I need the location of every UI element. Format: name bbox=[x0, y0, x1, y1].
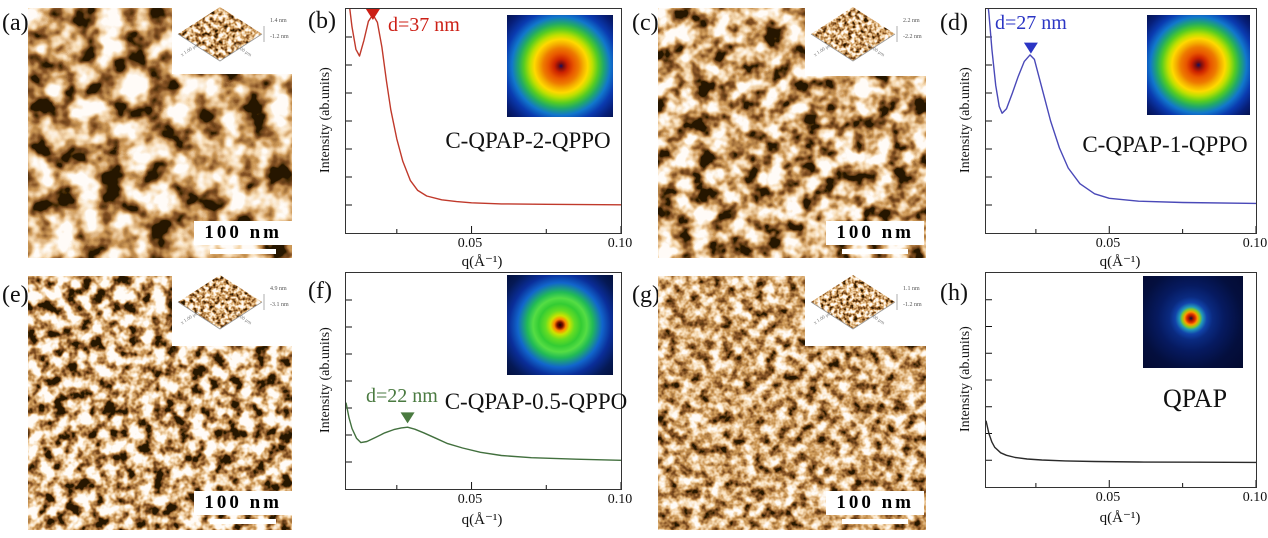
x-axis-label: q(Å⁻¹) bbox=[461, 512, 503, 528]
inset-zmin-label: -2.2 nm bbox=[903, 34, 922, 40]
saxs-curve-d bbox=[986, 9, 1256, 233]
afm-3d-inset-c: 2.2 nm -2.2 nm x 1.00 μm x 1.00 μm bbox=[805, 0, 939, 76]
scalebar-label: 100 nm bbox=[826, 221, 924, 245]
scalebar-bar bbox=[210, 249, 277, 254]
sample-name-label: QPAP bbox=[1162, 384, 1228, 413]
peak-annotation: d=22 nm bbox=[366, 385, 438, 407]
peak-annotation: d=27 nm bbox=[995, 12, 1067, 34]
x-tick-label: 0.05 bbox=[457, 492, 483, 507]
x-tick-label: 0.05 bbox=[457, 236, 483, 251]
panel-label-f: (f) bbox=[308, 278, 332, 304]
inset-zmin-label: -1.2 nm bbox=[903, 302, 922, 308]
panel-label-d: (d) bbox=[940, 10, 968, 36]
scalebar-a: 100 nm bbox=[194, 221, 292, 254]
x-tick-label: 0.10 bbox=[607, 492, 633, 507]
afm-3d-view-icon bbox=[177, 275, 265, 330]
saxs-2d-pattern-inset bbox=[1147, 15, 1250, 115]
x-tick-label: 0.10 bbox=[607, 236, 633, 251]
saxs-curve-h bbox=[986, 299, 1256, 487]
inset-zmax-label: 1.1 nm bbox=[903, 286, 920, 292]
sample-name-label: C-QPAP-2-QPPO bbox=[445, 128, 611, 153]
scalebar-label: 100 nm bbox=[826, 491, 924, 515]
scalebar-bar bbox=[842, 519, 909, 524]
x-axis-label: q(Å⁻¹) bbox=[1099, 510, 1141, 526]
inset-zmin-label: -3.1 nm bbox=[270, 302, 289, 308]
scalebar-label: 100 nm bbox=[194, 491, 292, 515]
scalebar-label: 100 nm bbox=[194, 221, 292, 245]
panel-label-c: (c) bbox=[632, 10, 659, 36]
sample-name-label: C-QPAP-1-QPPO bbox=[1082, 132, 1248, 157]
panel-f: (f) Intensity (ab.units) d=22 nm C-QPAP-… bbox=[300, 268, 640, 538]
scalebar-c: 100 nm bbox=[826, 221, 924, 254]
afm-3d-view-icon bbox=[810, 275, 898, 330]
scalebar-bar bbox=[210, 519, 277, 524]
panel-label-g: (g) bbox=[632, 282, 660, 308]
inset-zmax-label: 1.4 nm bbox=[270, 18, 287, 24]
saxs-2d-pattern-inset bbox=[507, 15, 613, 117]
y-axis-label: Intensity (ab.units) bbox=[318, 67, 333, 173]
panel-label-h: (h) bbox=[940, 280, 968, 306]
afm-3d-view-icon bbox=[177, 7, 265, 62]
panel-e: (e) bbox=[0, 268, 300, 538]
panel-label-e: (e) bbox=[2, 282, 29, 308]
x-tick-label: 0.05 bbox=[1095, 236, 1121, 251]
scalebar-g: 100 nm bbox=[826, 491, 924, 524]
panel-d: (d) Intensity (ab.units) d=27 nm C-QPAP-… bbox=[940, 0, 1268, 270]
x-axis-label: q(Å⁻¹) bbox=[461, 254, 503, 270]
scalebar-e: 100 nm bbox=[194, 491, 292, 524]
panel-label-b: (b) bbox=[308, 8, 336, 34]
inset-zmax-label: 2.2 nm bbox=[903, 18, 920, 24]
y-axis-label: Intensity (ab.units) bbox=[318, 327, 333, 433]
saxs-2d-pattern-inset bbox=[507, 275, 613, 375]
peak-annotation: d=37 nm bbox=[388, 14, 460, 36]
x-tick-label: 0.10 bbox=[1242, 236, 1268, 251]
panel-g: (g) bbox=[630, 268, 940, 538]
plot-frame bbox=[985, 8, 1257, 234]
panel-label-a: (a) bbox=[2, 10, 29, 36]
inset-zmin-label: -1.2 nm bbox=[270, 34, 289, 40]
scalebar-bar bbox=[842, 249, 909, 254]
panel-a: (a) bbox=[0, 0, 300, 268]
saxs-curve-b bbox=[346, 9, 621, 233]
panel-h: (h) Intensity (ab.units) QPAP 0.05 0.10 … bbox=[940, 268, 1268, 538]
y-axis-label: Intensity (ab.units) bbox=[958, 326, 973, 432]
x-tick-label: 0.05 bbox=[1095, 490, 1121, 505]
sample-name-label: C-QPAP-0.5-QPPO bbox=[444, 389, 628, 414]
panel-c: (c) bbox=[630, 0, 940, 268]
afm-3d-inset-e: 4.9 nm -3.1 nm x 1.00 μm x 1.00 μm bbox=[172, 268, 300, 346]
afm-3d-inset-g: 1.1 nm -1.2 nm x 1.00 μm x 1.00 μm bbox=[805, 268, 939, 346]
afm-3d-inset-a: 1.4 nm -1.2 nm x 1.00 μm x 1.00 μm bbox=[172, 0, 300, 74]
x-axis-label: q(Å⁻¹) bbox=[1099, 254, 1141, 270]
saxs-curve-f bbox=[346, 299, 621, 489]
panel-b: (b) Intensity (ab.units) d=37 nm C-QPAP-… bbox=[300, 0, 640, 270]
saxs-2d-pattern-inset bbox=[1143, 276, 1243, 368]
y-axis-label: Intensity (ab.units) bbox=[958, 67, 973, 173]
x-tick-label: 0.10 bbox=[1242, 490, 1268, 505]
afm-3d-view-icon bbox=[810, 7, 898, 62]
inset-zmax-label: 4.9 nm bbox=[270, 286, 287, 292]
